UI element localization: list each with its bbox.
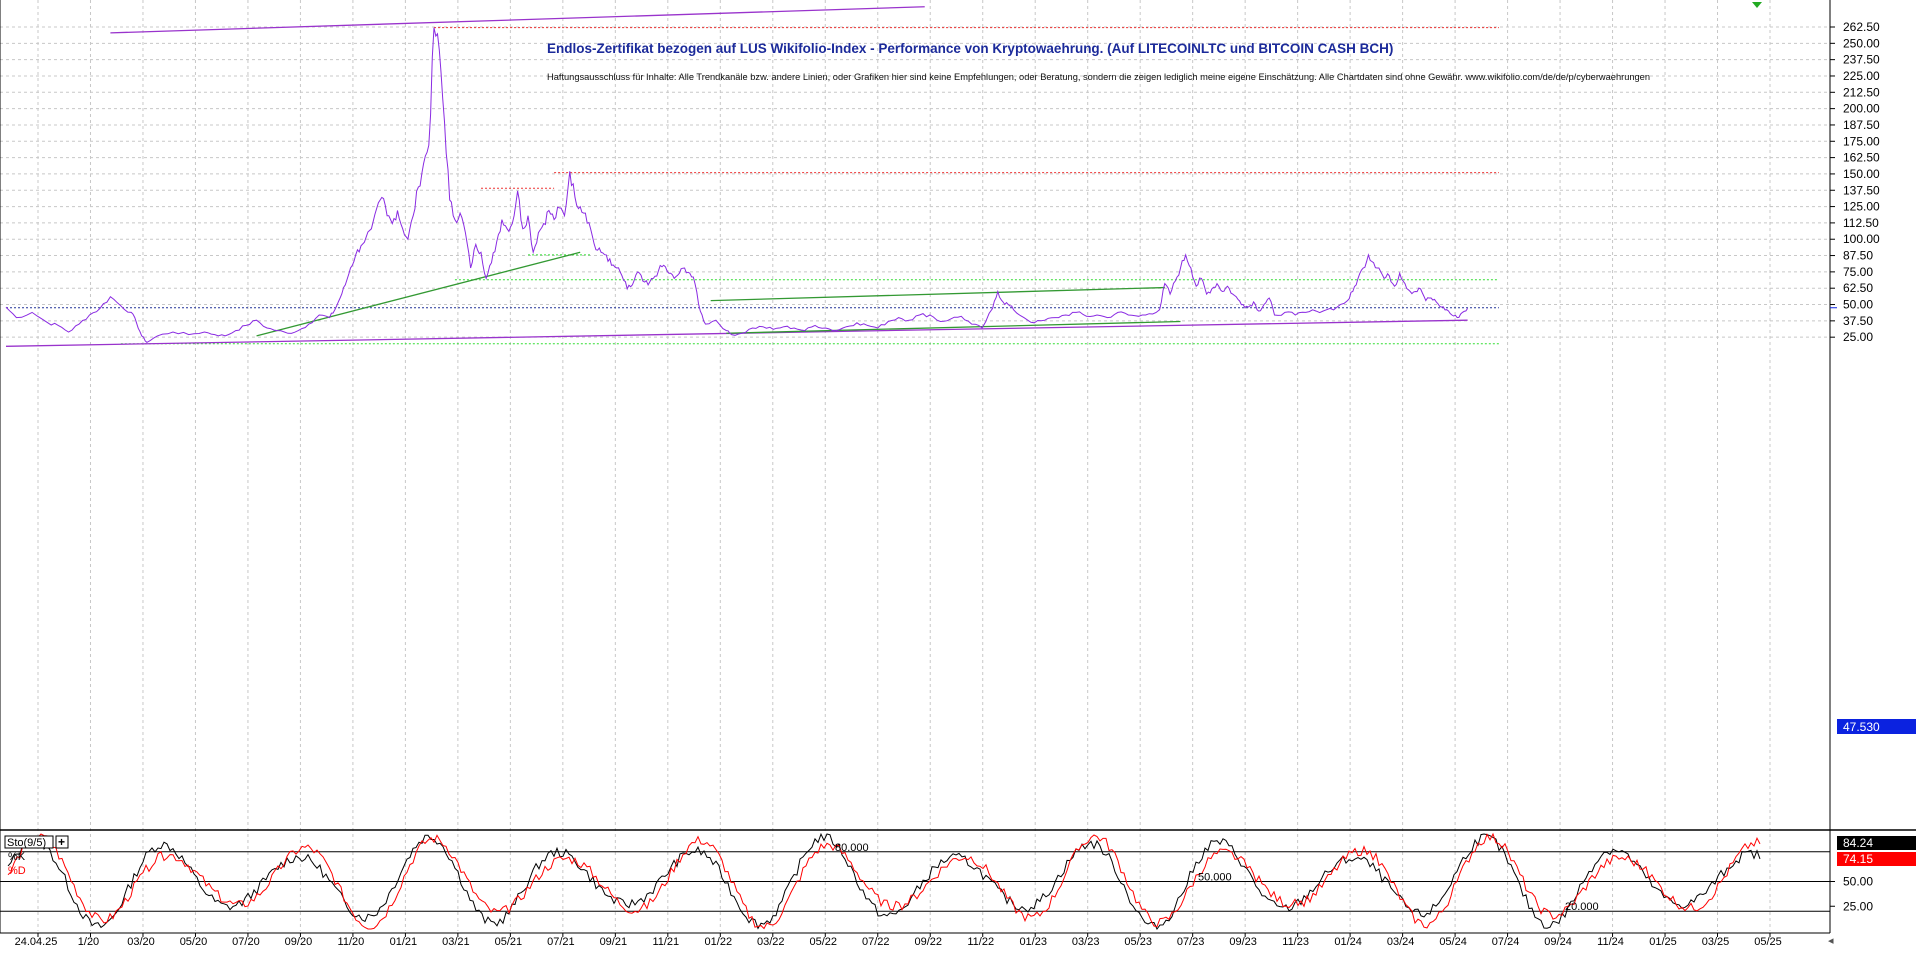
x-tick-label: 01/21: [390, 936, 418, 948]
y-tick-label: 50.00: [1843, 298, 1873, 312]
trendline: [256, 251, 581, 337]
trendlines: [5, 6, 1468, 347]
x-tick-label: 07/20: [232, 936, 260, 948]
y-tick-label: 262.50: [1843, 20, 1880, 34]
sto-d-value: 74.15: [1843, 852, 1873, 866]
last-price-badge: 47.530: [1837, 719, 1916, 734]
indicator-legend: Sto(9/5) + %K %D: [4, 835, 69, 877]
x-tick-label: 03/21: [442, 936, 470, 948]
trendline: [710, 286, 1165, 302]
trendline: [726, 320, 1181, 334]
sto-d-badge: 74.15: [1837, 852, 1916, 866]
x-tick-label: 05/20: [180, 936, 208, 948]
level-label: 80.000: [835, 842, 869, 854]
expand-button[interactable]: [55, 835, 69, 849]
level-label: 50.000: [1198, 872, 1232, 884]
x-tick-label: 07/21: [547, 936, 575, 948]
sto-y-tick-label: 50.00: [1843, 875, 1873, 889]
y-tick-label: 237.50: [1843, 53, 1880, 67]
x-tick-label: 1/20: [78, 936, 99, 948]
price-series-line: [5, 27, 1469, 344]
x-tick-label: 24.04.25: [15, 936, 58, 948]
sto-k-value: 84.24: [1843, 836, 1873, 850]
y-tick-label: 125.00: [1843, 200, 1880, 214]
x-tick-label: 11/24: [1597, 936, 1624, 948]
y-tick-label: 162.50: [1843, 151, 1880, 165]
x-tick-label: 01/23: [1019, 936, 1047, 948]
y-tick-label: 137.50: [1843, 183, 1880, 197]
x-tick-label: 03/20: [127, 936, 155, 948]
price-series: [5, 27, 1469, 344]
sto-k-badge: 84.24: [1837, 836, 1916, 850]
plus-icon[interactable]: +: [58, 835, 65, 849]
indicator-label: Sto(9/5): [7, 837, 46, 849]
y-tick-label: 37.50: [1843, 314, 1873, 328]
y-tick-label: 100.00: [1843, 232, 1880, 246]
y-tick-label: 62.50: [1843, 281, 1873, 295]
x-tick-label: 09/21: [600, 936, 628, 948]
y-tick-label: 187.50: [1843, 118, 1880, 132]
y-tick-label: 175.00: [1843, 134, 1880, 148]
y-tick-label: 250.00: [1843, 36, 1880, 50]
reference-lines: [6, 27, 1499, 345]
chart-subtitle: Haftungsausschluss für Inhalte: Alle Tre…: [547, 72, 1650, 82]
sto-d-line: [7, 832, 1761, 930]
x-tick-label: 01/25: [1649, 936, 1677, 948]
x-tick-label: 07/24: [1492, 936, 1520, 948]
x-tick-label: 05/22: [810, 936, 838, 948]
x-tick-label: 11/23: [1282, 936, 1309, 948]
chart-title: Endlos-Zertifikat bezogen auf LUS Wikifo…: [547, 41, 1393, 56]
legend-k-label: %K: [8, 851, 26, 863]
x-tick-label: 05/23: [1124, 936, 1152, 948]
x-tick-label: 07/23: [1177, 936, 1205, 948]
x-tick-label: 11/22: [967, 936, 994, 948]
sto-y-tick-label: 25.00: [1843, 899, 1873, 913]
y-tick-label: 112.50: [1843, 216, 1879, 230]
x-tick-label: 05/24: [1439, 936, 1467, 948]
x-tick-label: 03/24: [1387, 936, 1415, 948]
x-tick-label: 03/23: [1072, 936, 1100, 948]
x-tick-label: 03/22: [757, 936, 785, 948]
x-tick-label: 07/22: [862, 936, 890, 948]
x-tick-label: 09/24: [1544, 936, 1572, 948]
x-tick-label: 01/22: [705, 936, 733, 948]
last-price-value: 47.530: [1843, 720, 1880, 734]
scroll-arrow-icon[interactable]: ◂: [1828, 935, 1834, 947]
level-label: 20.000: [1565, 901, 1599, 913]
x-tick-label: 11/21: [652, 936, 679, 948]
x-tick-label: 09/23: [1229, 936, 1257, 948]
marker-arrow-icon: [1752, 2, 1762, 8]
y-tick-label: 150.00: [1843, 167, 1880, 181]
y-tick-label: 87.50: [1843, 249, 1873, 263]
y-tick-label: 212.50: [1843, 85, 1880, 99]
y-tick-label: 25.00: [1843, 330, 1873, 344]
x-tick-label: 05/21: [495, 936, 523, 948]
x-tick-label: 03/25: [1702, 936, 1730, 948]
x-tick-label: 01/24: [1334, 936, 1362, 948]
y-tick-label: 200.00: [1843, 102, 1880, 116]
stochastic-panel: [0, 832, 1830, 930]
sto-k-line: [7, 832, 1761, 930]
x-tick-label: 05/25: [1754, 936, 1782, 948]
x-tick-label: 11/20: [338, 936, 365, 948]
grid: [0, 0, 1830, 931]
trendline: [110, 6, 925, 34]
y-tick-label: 225.00: [1843, 69, 1880, 83]
legend-d-label: %D: [8, 865, 26, 877]
y-tick-label: 75.00: [1843, 265, 1873, 279]
x-tick-label: 09/22: [914, 936, 942, 948]
x-tick-label: 09/20: [285, 936, 313, 948]
